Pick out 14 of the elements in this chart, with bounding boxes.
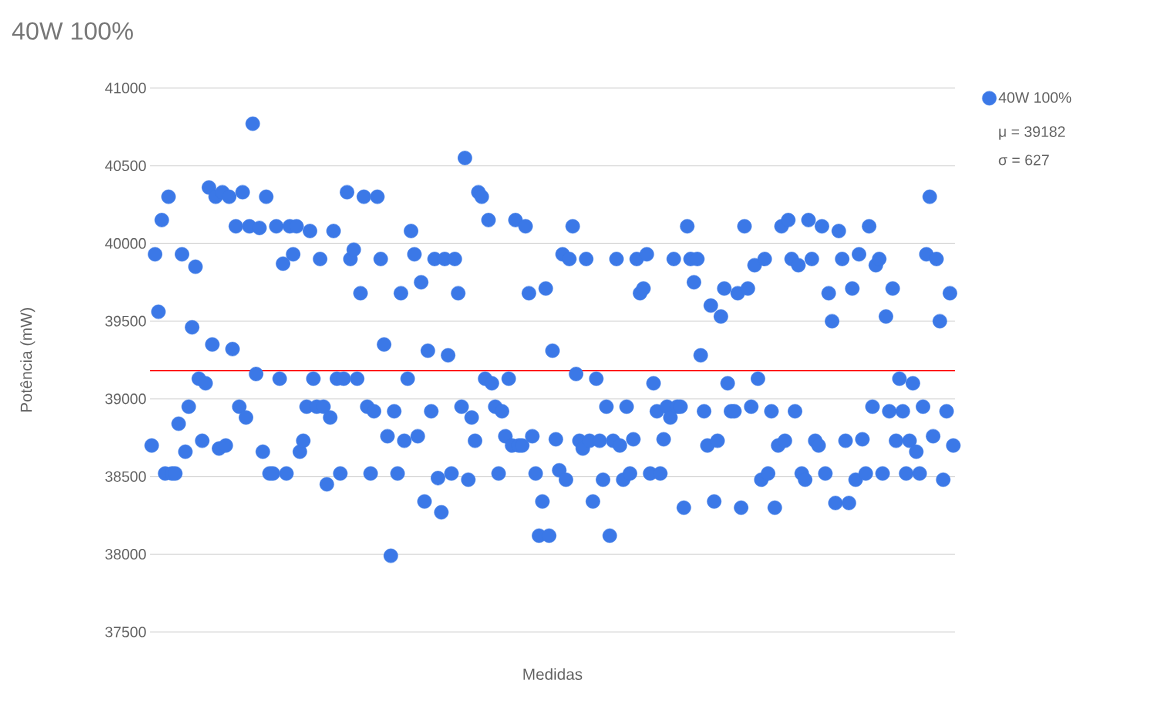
y-tick-label: 38000 [105,548,146,560]
x-axis-title: Medidas [523,668,583,680]
y-tick-label: 37500 [105,626,146,638]
y-tick-label: 40000 [105,238,146,249]
y-tick-label: 41000 [105,82,146,94]
text: μ = 39182 [999,126,1065,140]
y-tick-label: 39000 [105,393,146,405]
y-axis-title: Potência (mW) [20,308,36,412]
legend-label: 40W 100% [998,92,1072,103]
y-tick-label: 38500 [105,471,146,482]
chart-title: 40W 100% [12,22,133,40]
text: σ = 627 [998,154,1049,166]
y-tick-label: 40500 [105,160,146,172]
y-tick-label: 39500 [105,315,146,327]
